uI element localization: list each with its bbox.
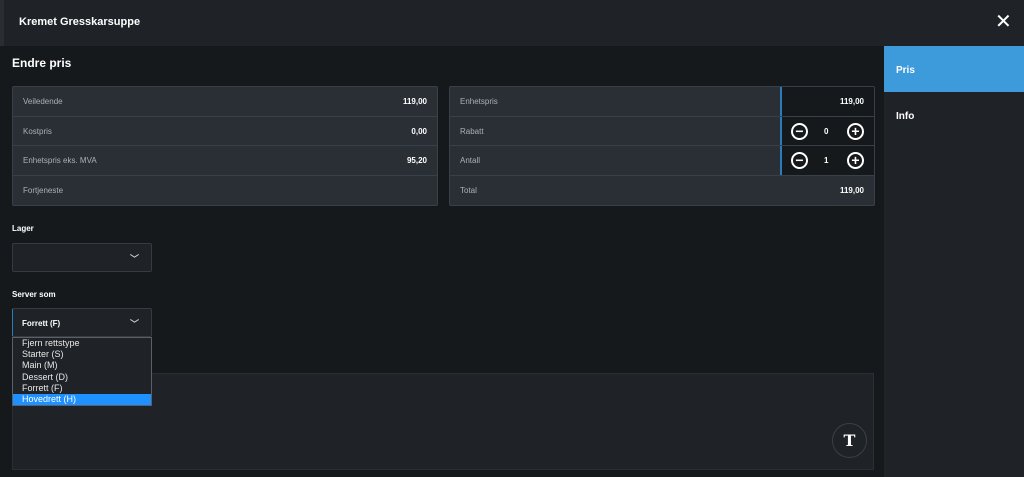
row-value: 95,20	[406, 156, 427, 165]
dialog-title: Kremet Gresskarsuppe	[19, 16, 141, 28]
plus-icon[interactable]: +	[847, 122, 864, 140]
dropdown-option[interactable]: Forrett (F)	[22, 382, 63, 393]
dropdown-option[interactable]: Dessert (D)	[22, 371, 69, 382]
serve-as-label: Server som	[12, 290, 56, 299]
discount-value: 0	[824, 126, 829, 136]
price-info-table: Veiledende 119,00 Kostpris 0,00 Enhetspris…	[12, 86, 438, 206]
sidebar: Pris Info	[884, 46, 1024, 477]
minus-icon[interactable]: −	[791, 122, 808, 140]
row-label: Enhetspris	[460, 97, 498, 106]
close-icon[interactable]: ✕	[995, 11, 1012, 33]
unit-price-row: Enhetspris 119,00	[450, 87, 874, 117]
table-row: Kostpris 0,00	[13, 117, 437, 146]
plus-icon[interactable]: +	[847, 152, 864, 169]
tab-info[interactable]: Info	[896, 111, 915, 122]
chevron-down-icon: ﹀	[129, 254, 139, 264]
minus-icon[interactable]: −	[791, 152, 808, 169]
row-value: 0,00	[411, 126, 427, 136]
table-row: Fortjeneste	[13, 176, 437, 206]
table-row: Veiledende 119,00	[13, 87, 437, 117]
discount-row: Rabatt − 0 +	[450, 116, 874, 146]
row-label: Kostpris	[23, 126, 52, 136]
discount-stepper: − 0 +	[780, 116, 874, 145]
dropdown-option[interactable]: Main (M)	[22, 360, 58, 371]
price-edit-table: Enhetspris 119,00 Rabatt − 0 + Antall − …	[449, 86, 875, 206]
tab-pris[interactable]: Pris	[884, 46, 1024, 92]
dropdown-option[interactable]: Starter (S)	[22, 349, 64, 360]
dropdown-option-highlighted[interactable]: Hovedrett (H)	[13, 393, 151, 406]
serve-as-value: Forrett (F)	[22, 319, 61, 328]
row-label: Total	[460, 185, 477, 195]
quantity-value: 1	[824, 156, 829, 165]
row-label: Antall	[460, 156, 481, 165]
dropdown-option[interactable]: Fjern rettstype	[22, 338, 80, 348]
lager-select[interactable]: ﹀	[12, 243, 152, 272]
lager-label: Lager	[12, 224, 34, 233]
chevron-down-icon: ﹀	[129, 319, 139, 329]
text-format-button[interactable]: T	[832, 423, 867, 458]
row-value: 119,00	[839, 97, 864, 106]
total-row: Total 119,00	[450, 176, 874, 206]
unit-price-input[interactable]: 119,00	[780, 87, 874, 116]
notes-textarea[interactable]	[12, 373, 874, 470]
row-value: 119,00	[839, 185, 864, 195]
row-label: Veiledende	[23, 97, 63, 106]
row-label: Fortjeneste	[23, 185, 64, 195]
table-row: Enhetspris eks. MVA 95,20	[13, 146, 437, 176]
row-label: Enhetspris eks. MVA	[23, 156, 97, 165]
serve-as-select[interactable]: Forrett (F) ﹀	[12, 308, 152, 337]
dialog-header: Kremet Gresskarsuppe ✕	[0, 0, 1024, 46]
quantity-row: Antall − 1 +	[450, 146, 874, 176]
row-label: Rabatt	[460, 126, 484, 136]
serve-as-dropdown: Fjern rettstype Starter (S) Main (M) Des…	[12, 337, 152, 407]
row-value: 119,00	[402, 97, 427, 106]
quantity-stepper: − 1 +	[780, 146, 874, 175]
page-title: Endre pris	[12, 56, 72, 70]
